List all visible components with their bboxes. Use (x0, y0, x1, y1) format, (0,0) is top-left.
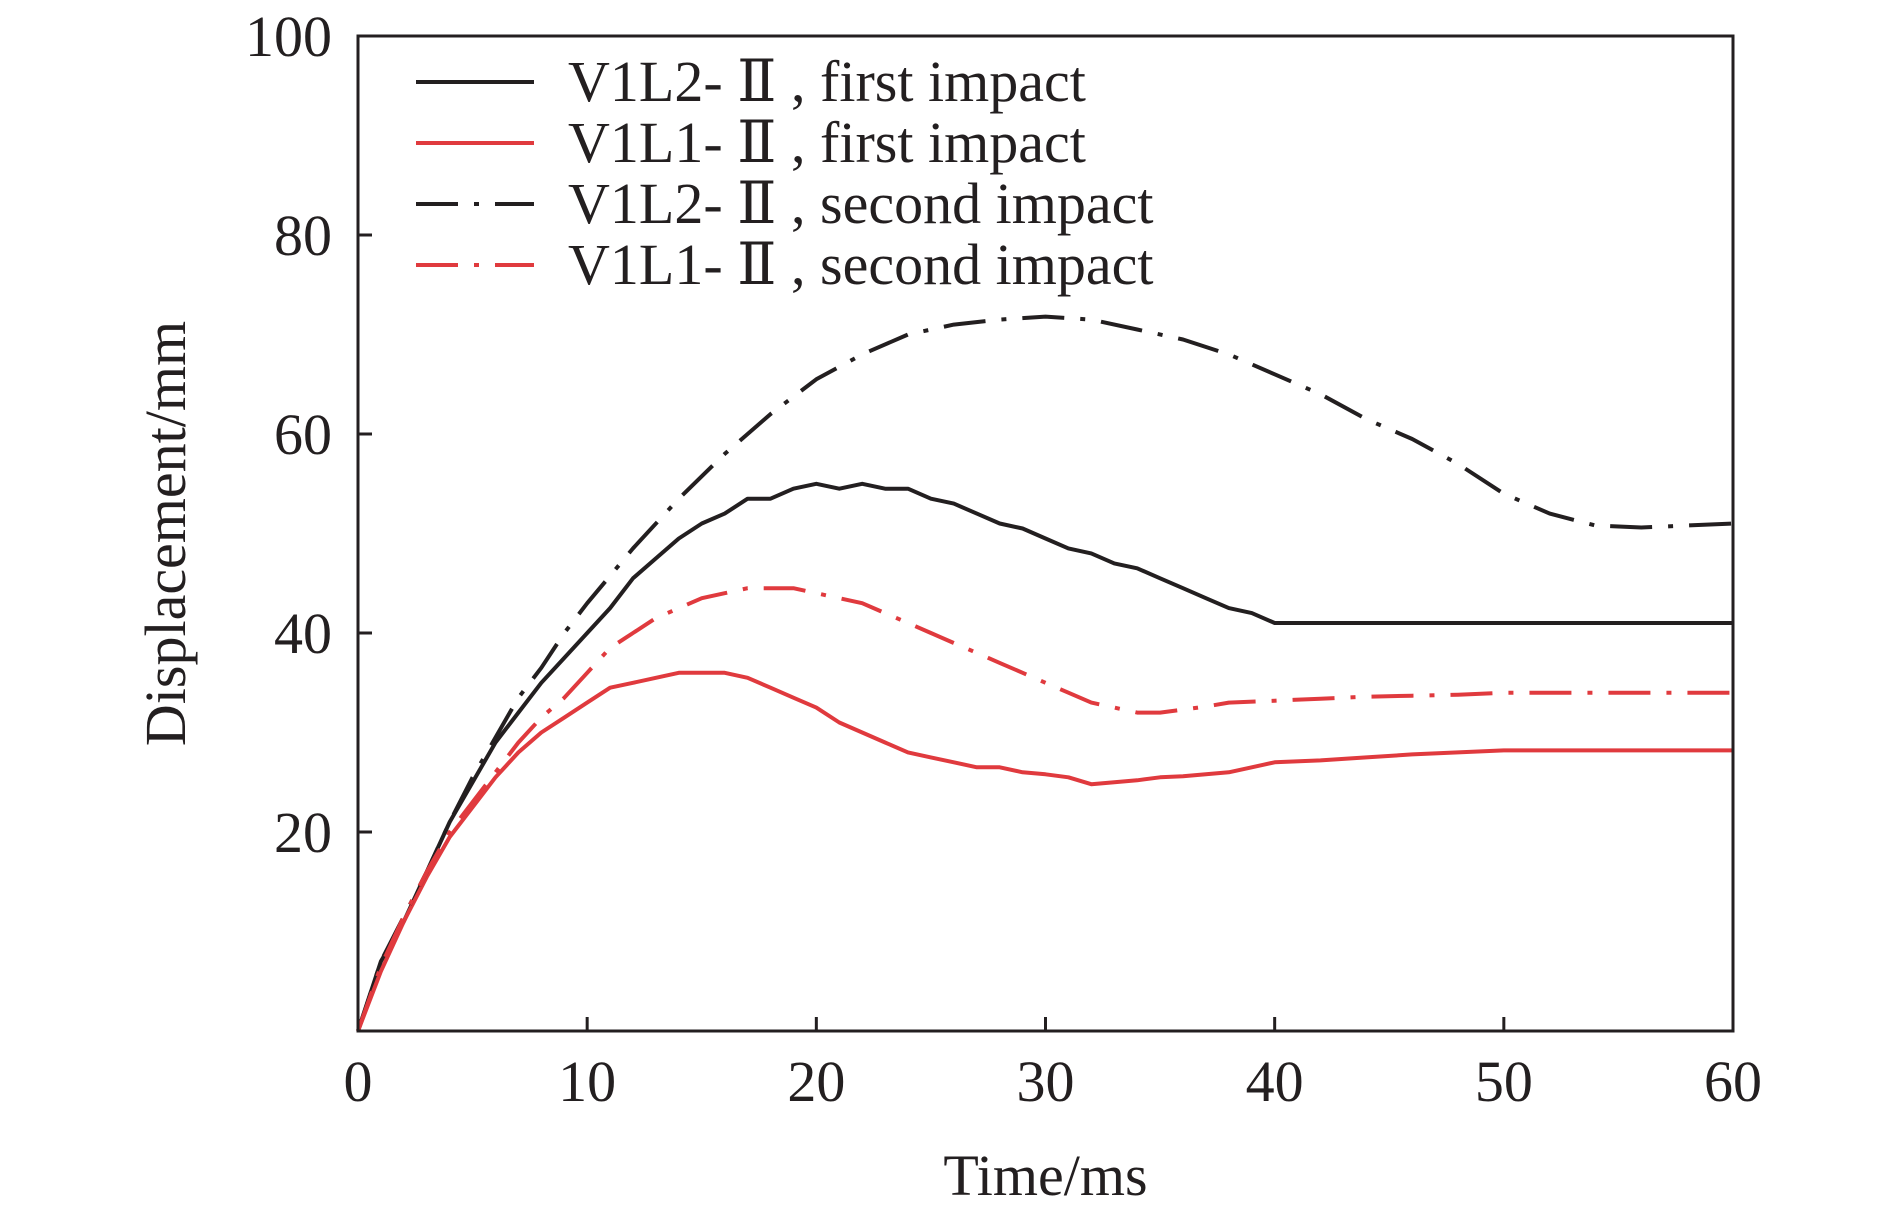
x-axis: 0 10 20 30 40 50 60 (344, 1017, 1762, 1114)
legend-label: V1L2- Ⅱ , second impact (568, 171, 1153, 236)
series-line-1 (356, 481, 1733, 1032)
series-line-2 (356, 670, 1733, 1032)
x-tick-label: 50 (1475, 1049, 1533, 1114)
y-tick-label: 80 (274, 203, 332, 268)
legend-label: V1L2- Ⅱ , first impact (568, 49, 1086, 114)
x-tick-label: 0 (344, 1049, 373, 1114)
x-tick-label: 20 (787, 1049, 845, 1114)
x-tick-label: 10 (558, 1049, 616, 1114)
series-line-3 (356, 314, 1734, 1032)
series-line-4 (356, 586, 1733, 1032)
legend-label: V1L1- Ⅱ , second impact (568, 232, 1153, 297)
series-layer (356, 314, 1734, 1032)
legend-label: V1L1- Ⅱ , first impact (568, 110, 1086, 175)
y-tick-label: 60 (274, 402, 332, 467)
y-tick-label: 40 (274, 601, 332, 666)
x-tick-label: 30 (1017, 1049, 1075, 1114)
x-tick-label: 60 (1704, 1049, 1762, 1114)
x-tick-label: 40 (1246, 1049, 1304, 1114)
y-axis-title: Displacement/mm (133, 321, 198, 746)
y-tick-label: 100 (245, 4, 332, 69)
x-axis-title: Time/ms (943, 1143, 1147, 1208)
y-axis: 20 40 60 80 100 (245, 4, 372, 865)
y-tick-label: 20 (274, 800, 332, 865)
